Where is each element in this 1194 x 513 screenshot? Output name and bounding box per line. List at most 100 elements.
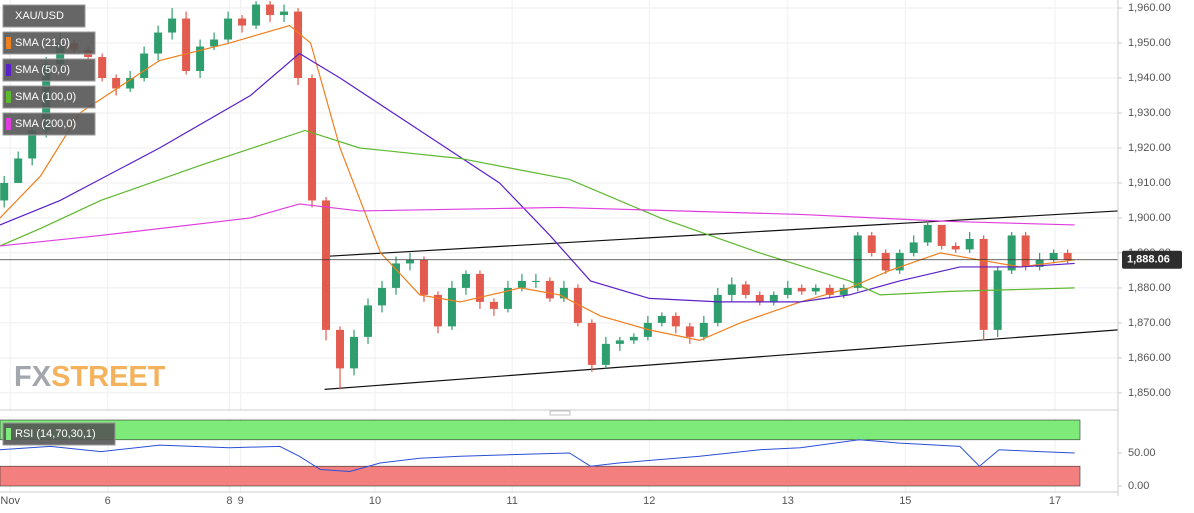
candle-body <box>405 259 414 264</box>
candle-body <box>447 287 456 327</box>
candle-body <box>699 322 708 337</box>
rsi-y-tick-label: 0.00 <box>1128 480 1149 492</box>
candle-body <box>364 305 373 337</box>
rsi-legend-swatch <box>6 428 11 440</box>
candle-body <box>797 287 806 292</box>
candle-body <box>182 18 191 72</box>
candle-body <box>280 11 289 16</box>
candle-body <box>391 263 400 288</box>
candle-body <box>14 158 23 183</box>
candle-body <box>937 224 946 246</box>
legend-label: SMA (50,0) <box>15 64 70 76</box>
candle-body <box>741 284 750 295</box>
x-tick-label: 9 <box>238 495 244 507</box>
legend-swatch <box>6 37 11 49</box>
candle-body <box>377 287 386 306</box>
sma-line <box>0 203 1075 247</box>
x-tick-label: 10 <box>369 495 381 507</box>
y-tick-label: 1,940.00 <box>1128 72 1171 84</box>
candle-body <box>433 294 442 327</box>
y-tick-label: 1,870.00 <box>1128 317 1171 329</box>
x-tick-label: 6 <box>105 495 111 507</box>
candle-body <box>475 273 484 302</box>
candle-body <box>517 280 526 288</box>
legend-swatch <box>6 118 11 130</box>
y-tick-label: 1,950.00 <box>1128 37 1171 49</box>
candle-body <box>629 336 638 341</box>
candle-body <box>881 252 890 271</box>
candle-body <box>545 280 554 299</box>
candle-body <box>140 53 149 79</box>
legend-item: XAU/USD <box>2 4 86 28</box>
candle-body <box>1035 259 1044 267</box>
legend-item: SMA (200,0) <box>2 112 96 136</box>
last-price-label: 1,888.06 <box>1127 254 1170 266</box>
plot <box>0 1 1119 487</box>
x-tick-label: Nov <box>0 495 20 507</box>
candle-body <box>951 245 960 250</box>
candle-body <box>587 322 596 365</box>
candle-body <box>350 336 359 369</box>
x-tick-label: 8 <box>226 495 232 507</box>
legend-box <box>2 85 96 109</box>
legend: XAU/USD SMA (21,0) SMA (50,0) SMA (100,0) SM… <box>2 4 116 446</box>
candle-body <box>252 4 261 26</box>
candle-body <box>503 287 512 309</box>
candle-body <box>811 287 820 292</box>
candle-body <box>322 200 331 330</box>
candle-body <box>657 315 666 323</box>
legend-item: SMA (50,0) <box>2 58 96 82</box>
y-tick-label: 1,920.00 <box>1128 142 1171 154</box>
x-tick-label: 17 <box>1049 495 1061 507</box>
candle-body <box>573 287 582 323</box>
candle-body <box>601 343 610 365</box>
candle-body <box>1021 235 1030 267</box>
legend-box <box>2 4 86 28</box>
legend-label: XAU/USD <box>15 10 64 22</box>
candle-body <box>615 340 624 344</box>
candle-body <box>266 4 275 16</box>
trendline <box>324 329 1119 390</box>
y-tick-label: 1,910.00 <box>1128 177 1171 189</box>
candle-body <box>671 315 680 327</box>
trendline <box>324 210 1119 258</box>
candle-body <box>224 18 233 40</box>
resize-handle[interactable] <box>549 410 571 416</box>
candle-body <box>1007 235 1016 271</box>
legend-label: SMA (200,0) <box>15 118 76 130</box>
sma-line <box>0 129 1075 296</box>
sma-line <box>0 24 1075 342</box>
candle-body <box>294 11 303 79</box>
candle-body <box>867 235 876 253</box>
legend-item: SMA (21,0) <box>2 31 96 55</box>
candle-body <box>336 329 345 369</box>
rsi-y-tick-label: 50.00 <box>1128 447 1156 459</box>
candle-body <box>112 78 121 89</box>
rsi-legend-box <box>2 422 116 446</box>
last-price-box <box>1122 250 1182 269</box>
candle-body <box>993 270 1002 330</box>
candle-body <box>98 57 107 79</box>
rsi-legend-label: RSI (14,70,30,1) <box>15 428 96 440</box>
watermark-street: STREET <box>51 361 166 393</box>
candle-body <box>727 284 736 295</box>
candle-body <box>685 326 694 337</box>
candle-body <box>839 287 848 295</box>
y-tick-label: 1,860.00 <box>1128 352 1171 364</box>
candle-body <box>489 301 498 309</box>
candle-body <box>168 18 177 33</box>
legend-label: SMA (21,0) <box>15 37 70 49</box>
candle-body <box>28 130 37 159</box>
y-tick-label: 1,880.00 <box>1128 282 1171 294</box>
x-tick-label: 12 <box>643 495 655 507</box>
watermark: FXSTREET <box>14 361 166 393</box>
candle-body <box>559 287 568 299</box>
candle-body <box>965 238 974 250</box>
candle-body <box>196 46 205 72</box>
candle-body <box>853 235 862 288</box>
y-tick-label: 1,960.00 <box>1128 2 1171 14</box>
candle-body <box>923 224 932 243</box>
y-tick-label: 1,850.00 <box>1128 387 1171 399</box>
legend-box <box>2 58 96 82</box>
